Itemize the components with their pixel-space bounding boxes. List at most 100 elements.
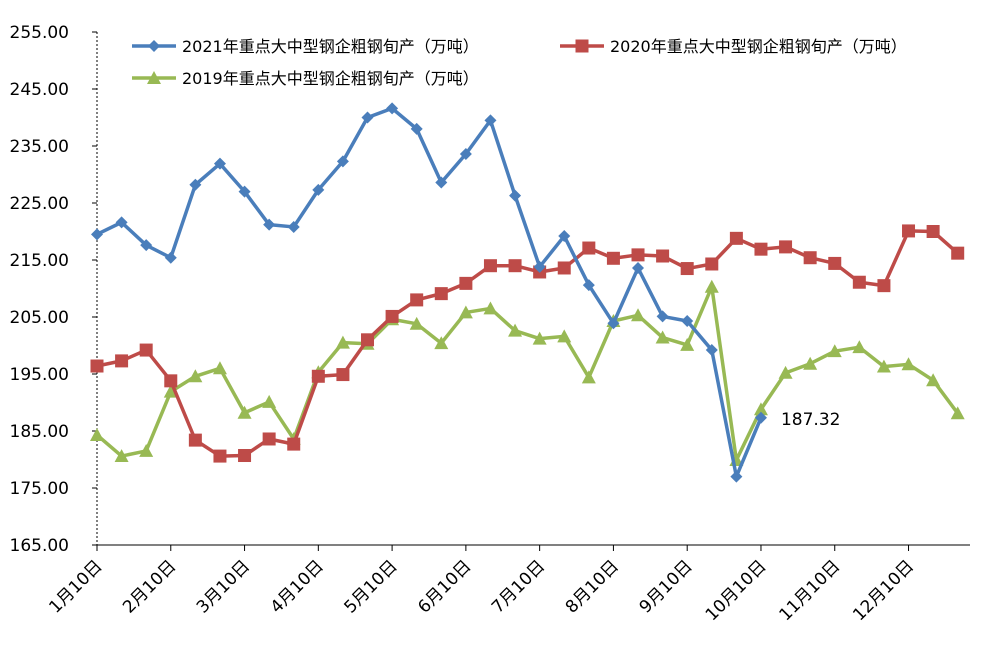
data-point xyxy=(803,356,818,370)
legend-label: 2020年重点大中型钢企粗钢旬产（万吨） xyxy=(610,37,907,56)
data-point xyxy=(312,183,325,196)
x-tick-label: 9月10日 xyxy=(636,556,697,617)
x-tick-label: 5月10日 xyxy=(341,556,402,617)
data-point xyxy=(508,259,522,273)
x-tick-label: 8月10日 xyxy=(562,556,623,617)
data-point xyxy=(434,336,449,350)
data-point xyxy=(484,114,497,127)
data-point xyxy=(656,310,669,323)
data-point xyxy=(91,228,103,241)
data-point xyxy=(163,384,178,398)
legend-item: 2020年重点大中型钢企粗钢旬产（万吨） xyxy=(560,37,907,56)
data-point xyxy=(287,220,300,233)
data-point xyxy=(803,251,817,265)
data-point xyxy=(876,359,891,373)
data-point xyxy=(827,344,842,358)
data-point xyxy=(926,225,940,238)
data-point xyxy=(435,176,448,189)
y-tick-label: 195.00 xyxy=(10,365,69,385)
series-lines xyxy=(90,102,965,483)
data-point xyxy=(434,287,448,301)
data-point xyxy=(115,354,129,368)
x-tick-label: 10月10日 xyxy=(702,556,771,625)
data-point xyxy=(189,178,202,191)
data-point xyxy=(558,230,571,243)
data-point xyxy=(238,185,251,198)
data-point xyxy=(533,260,546,273)
data-point xyxy=(410,122,423,135)
data-point xyxy=(385,309,399,323)
data-point xyxy=(263,218,276,231)
data-point xyxy=(114,449,129,463)
data-point xyxy=(287,437,301,451)
data-label: 187.32 xyxy=(781,410,840,430)
data-point xyxy=(335,335,350,349)
x-tick-label: 4月10日 xyxy=(267,556,328,617)
data-point xyxy=(483,259,497,273)
y-tick-label: 185.00 xyxy=(10,422,69,442)
data-point xyxy=(729,231,743,245)
data-point xyxy=(336,155,349,168)
data-point xyxy=(459,276,473,290)
x-tick-label: 3月10日 xyxy=(193,556,254,617)
data-point xyxy=(508,323,523,337)
data-point xyxy=(753,402,768,416)
data-point xyxy=(902,224,916,238)
data-point xyxy=(532,331,547,345)
data-point xyxy=(212,361,227,375)
data-point xyxy=(656,249,670,263)
data-point xyxy=(704,279,719,293)
legend: 2021年重点大中型钢企粗钢旬产（万吨） 2020年重点大中型钢企粗钢旬产（万吨）… xyxy=(132,37,907,88)
data-point xyxy=(213,449,227,463)
data-point xyxy=(779,240,793,254)
data-point xyxy=(828,256,842,270)
x-tick-label: 7月10日 xyxy=(488,556,549,617)
data-point xyxy=(213,157,226,170)
data-point xyxy=(164,251,177,264)
data-point xyxy=(581,370,596,384)
data-point xyxy=(409,316,424,330)
data-point xyxy=(140,239,153,252)
data-point xyxy=(458,305,473,319)
y-tick-label: 175.00 xyxy=(10,479,69,499)
data-point xyxy=(631,308,646,322)
data-point xyxy=(459,147,472,160)
y-tick-label: 225.00 xyxy=(10,194,69,214)
data-point xyxy=(336,368,350,382)
data-point xyxy=(607,317,620,330)
data-point xyxy=(557,261,571,275)
data-point xyxy=(950,406,965,420)
data-point xyxy=(631,248,645,262)
y-tick-label: 245.00 xyxy=(10,80,69,100)
data-point xyxy=(237,405,252,419)
series-2 xyxy=(90,279,965,467)
data-point xyxy=(877,279,891,293)
data-point xyxy=(680,337,695,351)
y-tick-label: 255.00 xyxy=(10,23,69,43)
data-point xyxy=(188,433,202,447)
y-tick-label: 235.00 xyxy=(10,137,69,157)
data-point xyxy=(139,443,154,457)
data-point xyxy=(730,470,743,483)
data-point xyxy=(361,333,375,347)
data-point xyxy=(164,374,178,388)
x-tick-label: 6月10日 xyxy=(414,556,475,617)
legend-item: 2021年重点大中型钢企粗钢旬产（万吨） xyxy=(132,37,479,56)
series-line xyxy=(95,285,960,462)
series-line xyxy=(96,106,763,479)
data-point xyxy=(754,411,767,424)
series-0 xyxy=(91,102,767,483)
data-point xyxy=(483,301,498,315)
data-point xyxy=(926,373,941,387)
data-point xyxy=(852,340,867,354)
data-point xyxy=(115,216,128,229)
data-point xyxy=(90,427,104,441)
legend-item: 2019年重点大中型钢企粗钢旬产（万吨） xyxy=(132,69,479,88)
data-point xyxy=(90,359,104,373)
data-point xyxy=(680,262,694,276)
data-point xyxy=(582,279,595,292)
data-point xyxy=(361,111,374,124)
x-tick-label: 12月10日 xyxy=(849,556,918,625)
series-1 xyxy=(90,224,965,463)
data-point xyxy=(901,357,916,371)
